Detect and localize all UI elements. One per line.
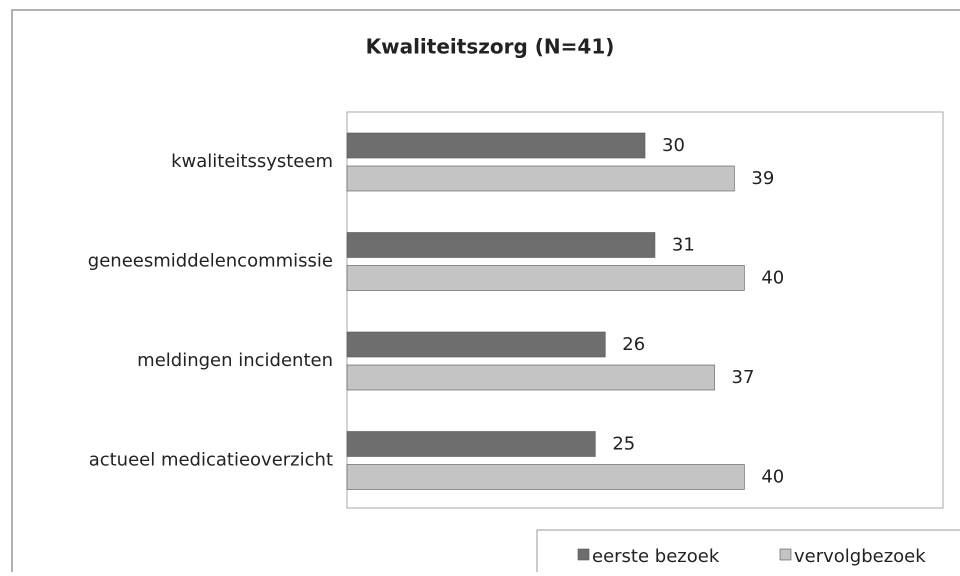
data-label: 39: [751, 168, 774, 189]
bar: [346, 364, 715, 391]
chart-frame: [11, 9, 960, 572]
y-tick-label: meldingen incidenten: [137, 350, 333, 371]
data-label: 25: [612, 434, 635, 455]
legend-label: vervolgbezoek: [794, 546, 926, 567]
legend-box: [536, 529, 960, 576]
y-tick-label: geneesmiddelencommissie: [88, 251, 333, 272]
legend-label: eerste bezoek: [592, 546, 720, 567]
data-label: 37: [732, 367, 755, 388]
data-label: 26: [622, 334, 645, 355]
bar: [346, 331, 606, 358]
bar: [346, 165, 735, 192]
data-label: 30: [662, 135, 685, 156]
chart-title: Kwaliteitszorg (N=41): [366, 35, 615, 59]
bar: [346, 431, 596, 457]
bar: [346, 132, 646, 159]
bar: [346, 232, 656, 258]
y-tick-label: kwaliteitssysteem: [171, 151, 333, 172]
y-tick-label: actueel medicatieoverzicht: [89, 450, 333, 471]
bar: [346, 464, 745, 490]
data-label: 40: [761, 268, 784, 289]
bar: [346, 265, 745, 291]
legend-swatch: [577, 548, 590, 561]
data-label: 40: [761, 467, 784, 488]
legend-swatch: [779, 548, 792, 561]
data-label: 31: [672, 235, 695, 256]
